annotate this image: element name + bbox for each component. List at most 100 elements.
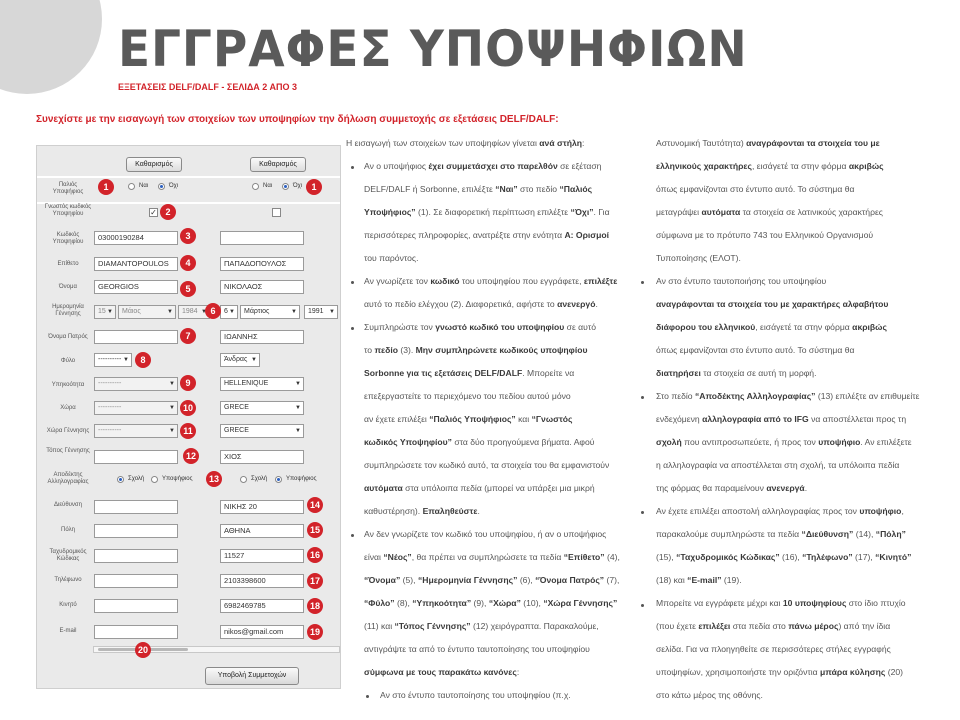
text-line: το πεδίο (3). Μην συμπληρώνετε κωδικούς … xyxy=(364,345,588,355)
callout-7: 7 xyxy=(180,328,196,344)
label-city: Πόλη xyxy=(61,527,75,533)
label-address: Διεύθυνση xyxy=(54,502,82,508)
father-name-input[interactable] xyxy=(94,330,178,344)
clear-button[interactable]: Καθαρισμός xyxy=(250,157,306,172)
candidate-code-input[interactable] xyxy=(220,231,304,245)
callout-1: 1 xyxy=(98,179,114,195)
school-label: Σχολή xyxy=(128,476,145,482)
nationality-select[interactable]: ---------- ▼ xyxy=(94,377,178,391)
text-line: “Φύλο” (8), “Υπηκοότητα” (9), “Χώρα” (10… xyxy=(364,598,618,608)
text-line: Τυποποίησης (ΕΛΟΤ). xyxy=(656,253,741,263)
text-line: συμπληρώσετε τον κωδικό αυτό, τα στοιχεί… xyxy=(364,460,610,470)
mobile-input[interactable] xyxy=(94,599,178,613)
text-line: σύμφωνα με το πρότυπο 743 του Ελληνικού … xyxy=(656,230,874,240)
father-name-input[interactable]: ΙΩΑΝΝΗΣ xyxy=(220,330,304,344)
dob-day-value: 6 xyxy=(224,308,228,315)
dob-year-select[interactable]: 1984 ▼ xyxy=(178,305,210,319)
birth-country-select[interactable]: GRECE ▼ xyxy=(220,424,304,438)
text-line: καθυστέρηση). Επαληθεύστε. xyxy=(364,506,480,516)
bullet xyxy=(641,396,644,399)
known-code-checkbox[interactable]: ✓ xyxy=(149,208,158,217)
city-input[interactable] xyxy=(94,524,178,538)
dob-day-value: 15 xyxy=(98,308,106,315)
dob-year-value: 1991 xyxy=(308,308,324,315)
postcode-input[interactable] xyxy=(94,549,178,563)
text-line: (18) και “E-mail” (19). xyxy=(656,575,742,585)
callout-2: 2 xyxy=(160,204,176,220)
dob-year-select[interactable]: 1991 ▼ xyxy=(304,305,338,319)
label-gender: Φύλο xyxy=(60,358,76,364)
clear-button[interactable]: Καθαρισμός xyxy=(126,157,182,172)
dob-day-select[interactable]: 6 ▼ xyxy=(220,305,238,319)
instructions-column-2: Αστυνομική Ταυτότητα) αναγράφονται τα στ… xyxy=(656,132,930,707)
chevron-down-icon: ▼ xyxy=(229,309,235,315)
chevron-down-icon: ▼ xyxy=(295,381,301,387)
horizontal-scrollbar[interactable] xyxy=(93,646,340,653)
gender-select[interactable]: Άνδρας ▼ xyxy=(220,353,260,367)
mail-school-radio[interactable] xyxy=(240,476,247,483)
label-birth-country: Χώρα Γέννησης xyxy=(46,428,90,434)
old-candidate-yes-radio[interactable] xyxy=(128,183,135,190)
nationality-select[interactable]: HELLENIQUE ▼ xyxy=(220,377,304,391)
mail-candidate-radio[interactable] xyxy=(275,476,282,483)
old-candidate-yes-radio[interactable] xyxy=(252,183,259,190)
dob-day-select[interactable]: 15 ▼ xyxy=(94,305,116,319)
instructions-column-1: Η εισαγωγή των στοιχείων των υποψηφίων γ… xyxy=(346,132,638,707)
form-divider xyxy=(37,176,340,178)
text-line: του παρόντος. xyxy=(364,253,419,263)
text-line: Αν δεν γνωρίζετε τον κωδικό του υποψηφίο… xyxy=(364,529,607,539)
mail-candidate-radio[interactable] xyxy=(151,476,158,483)
country-select[interactable]: GRECE ▼ xyxy=(220,401,304,415)
intro-text: Συνεχίστε με την εισαγωγή των στοιχείων … xyxy=(36,114,559,125)
old-candidate-no-radio[interactable] xyxy=(158,183,165,190)
birth-place-input[interactable]: ΧΙΟΣ xyxy=(220,450,304,464)
birth-country-select[interactable]: ---------- ▼ xyxy=(94,424,178,438)
city-input[interactable]: ΑΘΗΝΑ xyxy=(220,524,304,538)
text-line: διατηρήσει τα στοιχεία σε αυτή τη μορφή. xyxy=(656,368,817,378)
submit-button[interactable]: Υποβολή Συμμετοχών xyxy=(205,667,299,685)
mail-school-radio[interactable] xyxy=(117,476,124,483)
dob-month-select[interactable]: Μάιος ▼ xyxy=(118,305,176,319)
callout-1: 1 xyxy=(306,179,322,195)
phone-input[interactable]: 2103398600 xyxy=(220,574,304,588)
birth-place-input[interactable] xyxy=(94,450,178,464)
section-badge: Δ2 xyxy=(0,0,102,94)
mobile-input[interactable]: 6982469785 xyxy=(220,599,304,613)
callout-14: 14 xyxy=(307,497,323,513)
callout-4: 4 xyxy=(180,255,196,271)
callout-19: 19 xyxy=(307,624,323,640)
text-line: Συμπληρώστε τον γνωστό κωδικό του υποψηφ… xyxy=(364,322,597,332)
label-mail-recipient: Αποδέκτης Αλληλογραφίας xyxy=(47,472,89,485)
known-code-checkbox[interactable] xyxy=(272,208,281,217)
label-postcode: Ταχυδρομικός Κώδικας xyxy=(49,549,87,562)
label-father-name: Όνομα Πατρός xyxy=(48,334,88,340)
phone-input[interactable] xyxy=(94,574,178,588)
old-candidate-no-radio[interactable] xyxy=(282,183,289,190)
dob-month-select[interactable]: Μάρτιος ▼ xyxy=(240,305,300,319)
address-input[interactable]: ΝΙΚΗΣ 20 xyxy=(220,500,304,514)
country-select[interactable]: ---------- ▼ xyxy=(94,401,178,415)
email-input[interactable]: nikos@gmail.com xyxy=(220,625,304,639)
label-candidate-code: Κωδικός Υποψηφίου xyxy=(52,232,84,245)
address-input[interactable] xyxy=(94,500,178,514)
callout-5: 5 xyxy=(180,281,196,297)
birth-country-value: ---------- xyxy=(98,427,122,434)
first-name-input[interactable]: ΝΙΚΟΛΑΟΣ xyxy=(220,280,304,294)
first-name-input[interactable]: GEORGIOS xyxy=(94,280,178,294)
text-line: DELF/DALF ή Sorbonne, επιλέξτε “Ναι” στο… xyxy=(364,184,593,194)
surname-input[interactable]: ΠΑΠΑΔΟΠΟΥΛΟΣ xyxy=(220,257,304,271)
chevron-down-icon: ▼ xyxy=(329,309,335,315)
yes-label: Ναι xyxy=(139,183,149,189)
postcode-input[interactable]: 11527 xyxy=(220,549,304,563)
candidate-label: Υποψήφιος xyxy=(162,476,193,482)
callout-10: 10 xyxy=(180,400,196,416)
label-birth-place: Τόπος Γέννησης xyxy=(46,448,90,454)
email-input[interactable] xyxy=(94,625,178,639)
candidate-code-input[interactable]: 03000190284 xyxy=(94,231,178,245)
gender-select[interactable]: ---------- ▼ xyxy=(94,353,132,367)
text-line: Αν γνωρίζετε τον κωδικό του υποψηφίου πο… xyxy=(364,276,618,286)
label-phone: Τηλέφωνο xyxy=(54,577,82,583)
text-line: η αλληλογραφία να αποστέλλεται στη σχολή… xyxy=(656,460,900,470)
text-line: Στο πεδίο “Αποδέκτης Αλληλογραφίας” (13)… xyxy=(656,391,920,401)
surname-input[interactable]: DIAMANTOPOULOS xyxy=(94,257,178,271)
